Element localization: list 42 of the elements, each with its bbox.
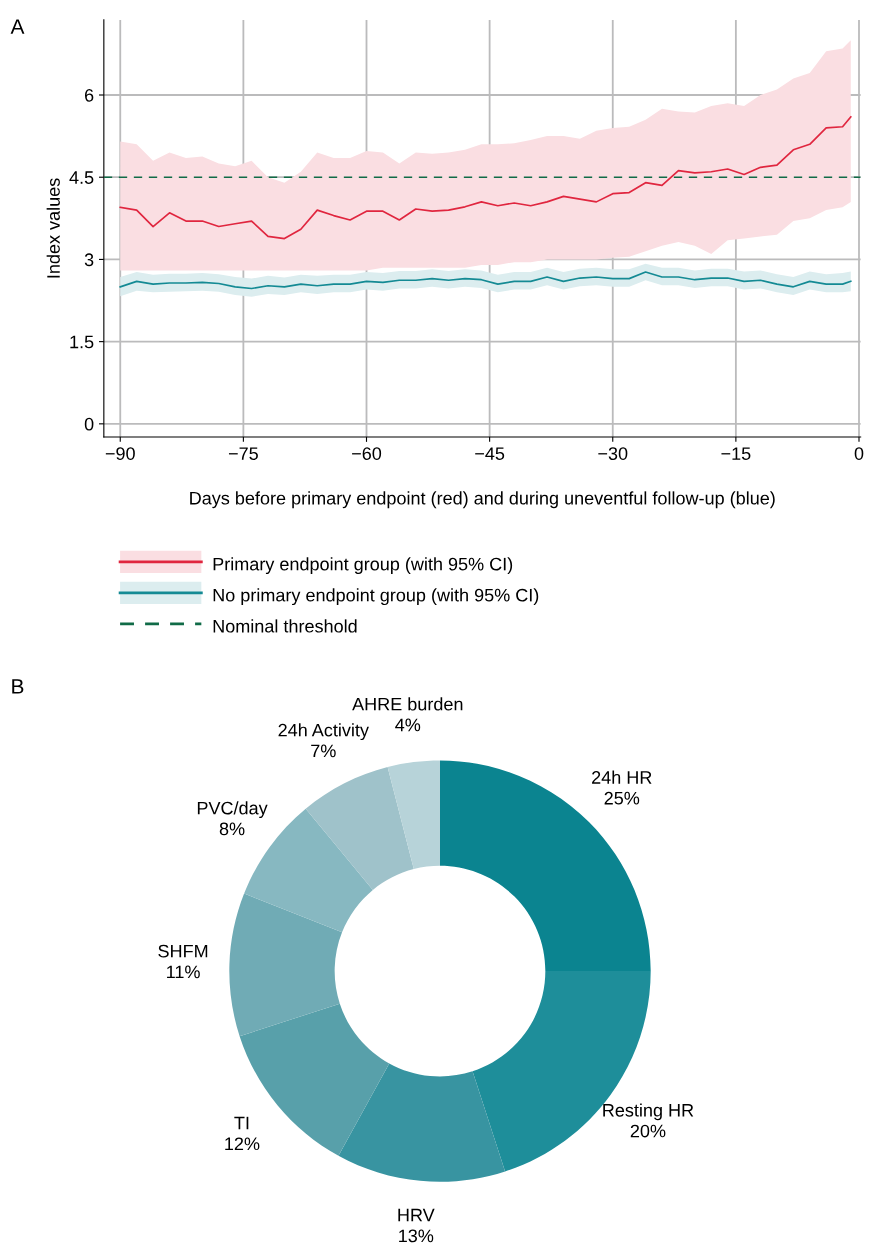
data-label: 20% (630, 1124, 666, 1138)
y-tick-label: 4.5 (69, 171, 94, 184)
slice-label: SHFM (158, 944, 208, 958)
line-series (119, 116, 852, 240)
donut-slice (387, 760, 440, 870)
slice-label: PVC/day (197, 801, 268, 819)
data-label: 25% (604, 791, 640, 805)
text: B (12, 679, 24, 694)
donut-slice (229, 893, 343, 1037)
donut-slice (440, 760, 651, 972)
legend-label: Nominal threshold (213, 619, 357, 633)
x-tick-label: −60 (352, 447, 382, 460)
y-tick-label: 3 (84, 253, 94, 267)
data-label: 4% (395, 718, 421, 732)
donut-slice (338, 1063, 506, 1182)
y-axis-title: Index values (46, 178, 60, 278)
donut-slice (305, 767, 414, 890)
data-label: 12% (225, 1137, 260, 1151)
slice-label: 24h HR (592, 770, 652, 784)
x-tick-label: −75 (228, 447, 258, 460)
slice-label: HRV (398, 1208, 435, 1222)
slice-label: AHRE burden (352, 697, 463, 711)
y-tick-label: 0 (84, 417, 94, 431)
data-label: 7% (311, 744, 336, 758)
slice-label: Resting HR (603, 1103, 694, 1121)
x-axis-title: Days before primary endpoint (red) and during uneventful follow-up (blue) (190, 491, 775, 509)
legend-label: No primary endpoint group (with 95% CI) (213, 588, 539, 606)
y-tick-label: 6 (84, 88, 94, 102)
x-tick-label: −15 (721, 447, 751, 460)
text: A (10, 19, 25, 34)
data-label: 8% (219, 822, 245, 836)
x-tick-label: −45 (475, 447, 505, 460)
data-label: 11% (167, 965, 200, 979)
x-tick-label: −90 (105, 447, 135, 460)
x-tick-label: −30 (598, 447, 628, 460)
slice-label: TI (234, 1116, 249, 1130)
x-tick-label: 0 (854, 447, 864, 460)
data-label: 13% (399, 1229, 434, 1243)
slice-label: 24h Activity (278, 723, 369, 741)
line-series (119, 271, 852, 290)
legend-label: Primary endpoint group (with 95% CI) (213, 557, 513, 575)
y-tick-label: 1.5 (70, 335, 94, 349)
